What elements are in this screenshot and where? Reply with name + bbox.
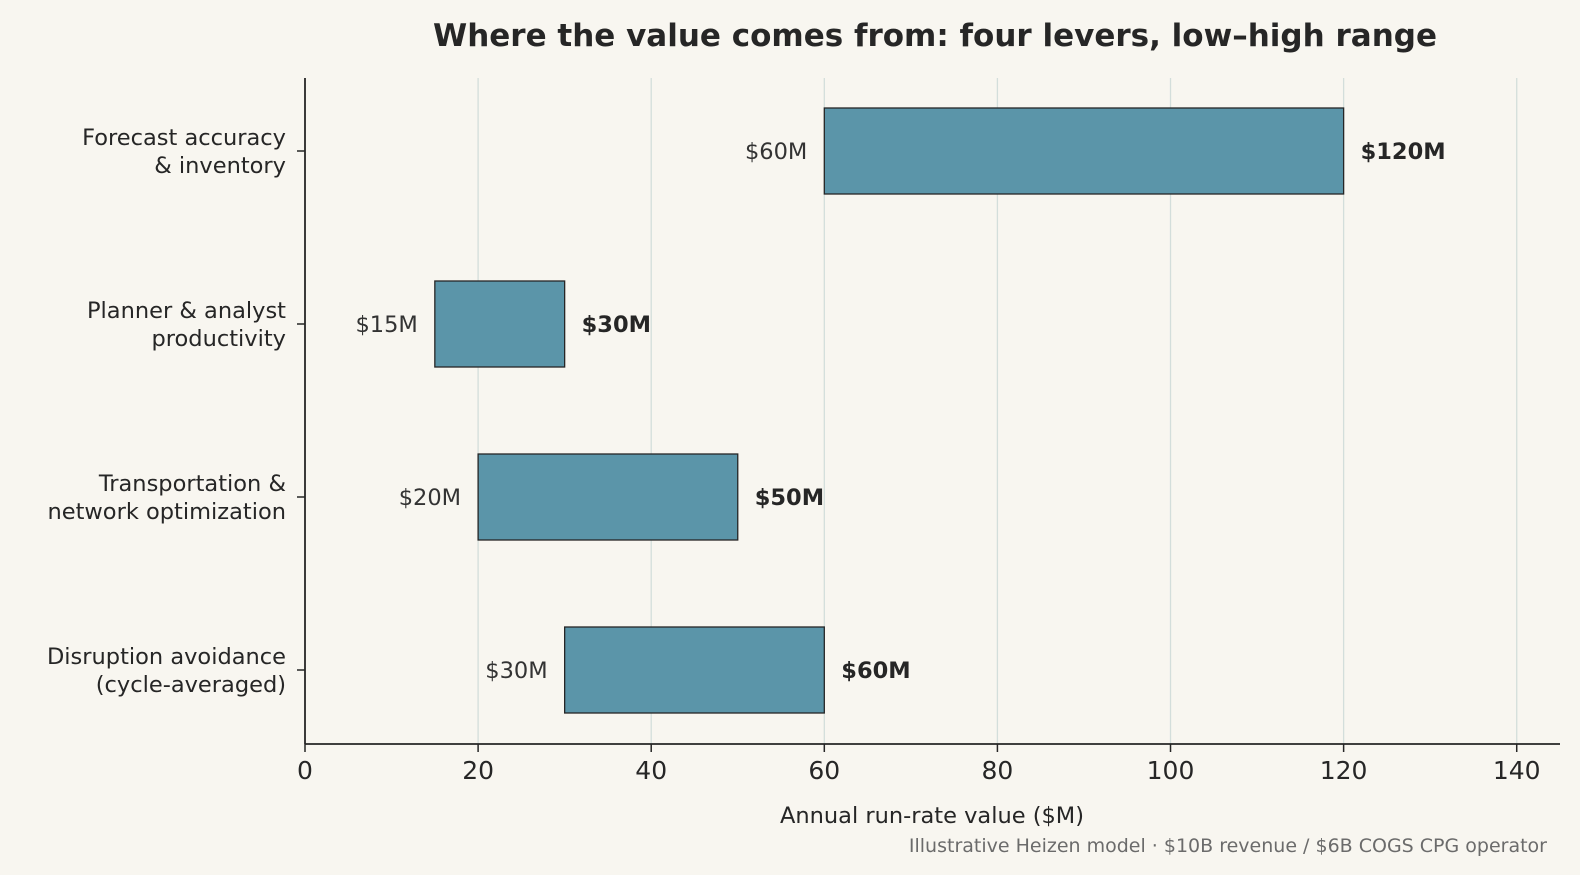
x-tick-label: 20 [462, 756, 494, 785]
labels-group: $60M $120M Forecast accuracy& inventory $15… [47, 125, 1446, 698]
bars-group [434, 107, 1345, 714]
category-label: productivity [152, 326, 287, 352]
high-value-label: $30M [582, 312, 651, 338]
x-tick-label: 40 [635, 756, 667, 785]
chart-title: Where the value comes from: four levers,… [433, 18, 1437, 54]
high-value-label: $50M [755, 485, 824, 511]
category-label: & inventory [154, 153, 286, 179]
range-bar [823, 107, 1345, 195]
x-tick-label: 100 [1147, 756, 1195, 785]
x-tick-label: 120 [1320, 756, 1368, 785]
x-tick-label: 80 [982, 756, 1014, 785]
high-value-label: $120M [1361, 139, 1446, 165]
low-value-label: $20M [399, 485, 461, 511]
range-bar [564, 626, 825, 714]
category-label: (cycle-averaged) [96, 672, 286, 698]
range-bar [477, 453, 739, 541]
high-value-label: $60M [841, 658, 910, 684]
low-value-label: $15M [355, 312, 417, 338]
x-tick-label: 0 [297, 756, 313, 785]
category-label: network optimization [47, 499, 286, 525]
category-label: Planner & analyst [87, 298, 286, 324]
axes: 0 20 40 60 80 100 120 140 [297, 78, 1560, 785]
low-value-label: $60M [745, 139, 807, 165]
range-bar [434, 280, 566, 368]
x-tick-label: 140 [1493, 756, 1541, 785]
category-label: Forecast accuracy [82, 125, 286, 151]
category-label: Transportation & [98, 471, 286, 497]
footnote: Illustrative Heizen model · $10B revenue… [909, 835, 1547, 857]
x-axis-label: Annual run-rate value ($M) [780, 803, 1084, 829]
low-value-label: $30M [485, 658, 547, 684]
x-tick-label: 60 [808, 756, 840, 785]
category-label: Disruption avoidance [47, 644, 286, 670]
